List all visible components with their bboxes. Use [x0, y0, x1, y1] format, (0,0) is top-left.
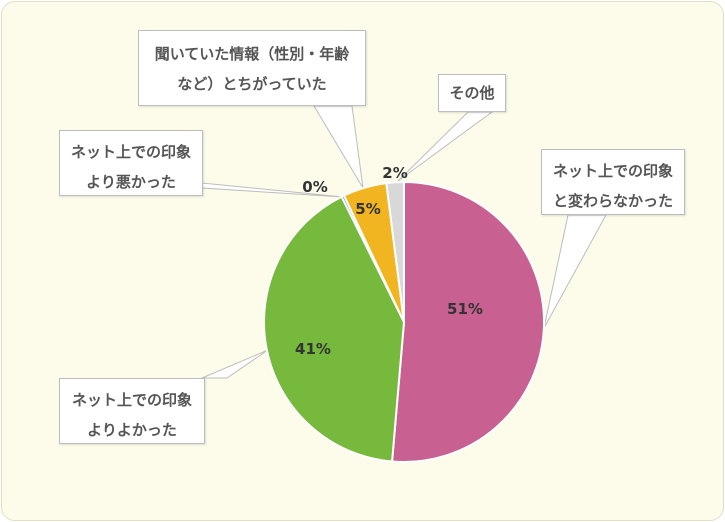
callout-worse-line1: ネット上での印象	[70, 143, 191, 161]
callout-better: ネット上での印象 よりよかった	[59, 378, 205, 444]
percent-labels: 51% 41% 0% 5%2%	[295, 164, 483, 358]
slice-no-change	[390, 180, 545, 463]
callout-other: その他	[438, 74, 506, 112]
slice-better	[263, 195, 406, 463]
leader-better	[201, 349, 269, 379]
pie-slices	[263, 180, 545, 463]
leader-no-change	[543, 214, 607, 329]
percent-label-other: 2%	[382, 164, 407, 182]
callout-worse: ネット上での印象 より悪かった	[59, 130, 203, 196]
slice-other	[385, 180, 405, 323]
callout-better-line2: よりよかった	[87, 421, 177, 439]
callout-other-line1: その他	[449, 84, 495, 102]
callout-better-line1: ネット上での印象	[71, 391, 192, 409]
callout-worse-line2: より悪かった	[86, 173, 176, 191]
leader-different-info	[313, 105, 364, 189]
callout-no-change-line2: と変わらなかった	[552, 192, 673, 210]
callout-no-change-line1: ネット上での印象	[552, 162, 673, 180]
callout-different-info-line2: など）とちがっていた	[177, 75, 327, 93]
percent-label-better: 41%	[295, 340, 331, 358]
percent-label-no-change: 51%	[447, 300, 483, 318]
callout-different-info-line1: 聞いていた情報（性別・年齢	[154, 45, 350, 63]
callout-different-info: 聞いていた情報（性別・年齢 など）とちがっていた	[138, 30, 366, 106]
leader-other	[397, 111, 494, 182]
leader-lines	[201, 105, 607, 379]
callout-no-change: ネット上での印象 と変わらなかった	[541, 149, 685, 215]
percent-label-different-info: 5%	[355, 200, 380, 218]
percent-label-worse: 0%	[302, 178, 327, 196]
